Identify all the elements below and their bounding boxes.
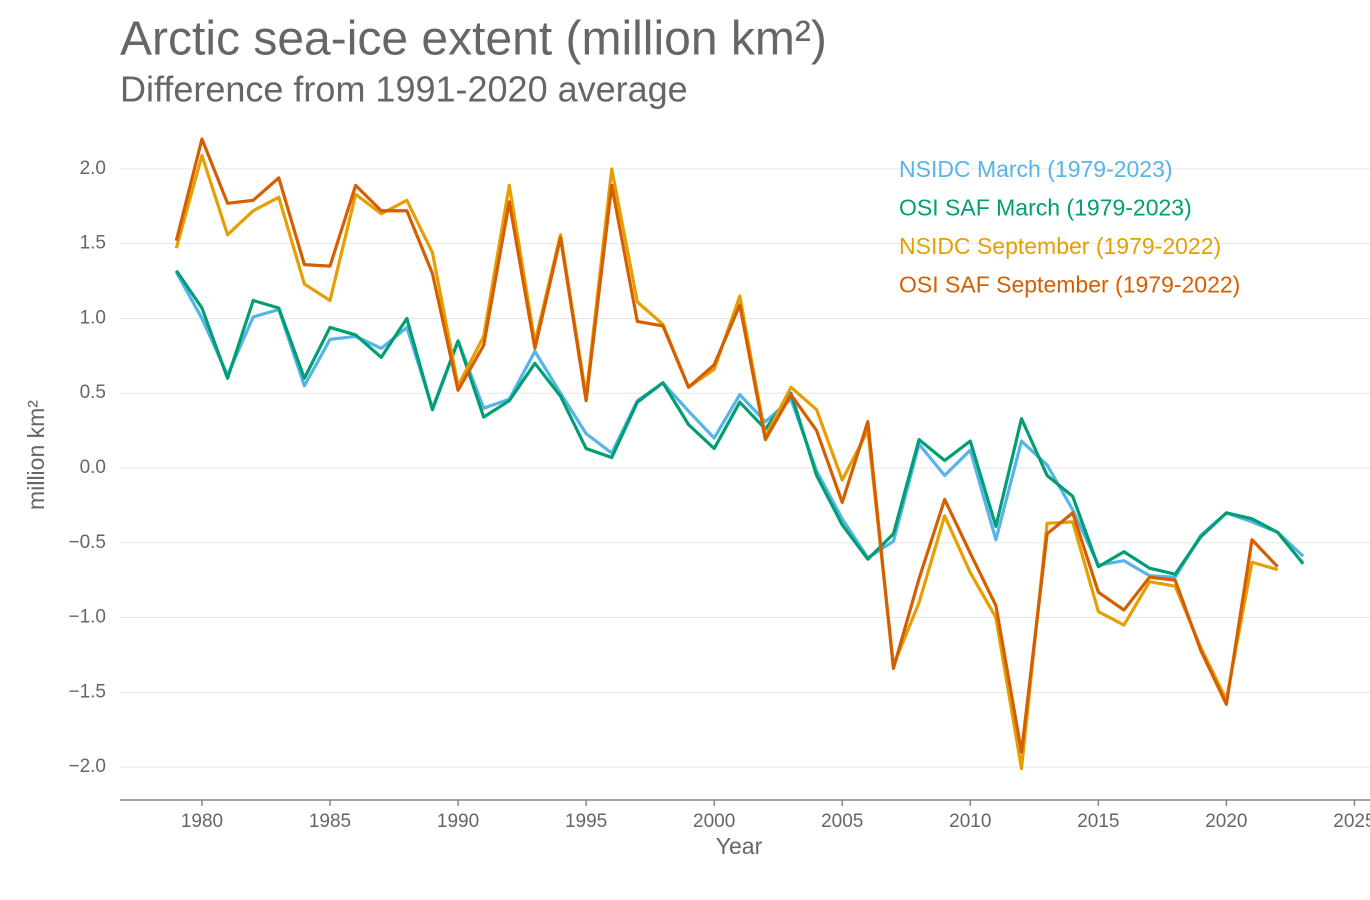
x-tick-label: 1990 (437, 811, 479, 832)
x-tick-label: 2025 (1333, 811, 1370, 832)
x-tick-label: 2010 (949, 811, 991, 832)
y-tick-label: −1.0 (68, 607, 106, 628)
y-tick-label: −1.5 (68, 681, 106, 702)
y-tick-label: 0.5 (80, 382, 106, 403)
x-tick-label: 2005 (821, 811, 863, 832)
y-tick-label: 0.0 (80, 457, 106, 478)
y-axis-label: million km² (23, 400, 49, 510)
x-tick-label: 2015 (1077, 811, 1119, 832)
y-tick-label: −2.0 (68, 756, 106, 777)
series-line (174, 137, 1279, 754)
chart-title: Arctic sea-ice extent (million km²) (120, 13, 827, 66)
chart-subtitle: Difference from 1991-2020 average (120, 69, 688, 110)
series-line (175, 269, 1305, 576)
legend-entry: OSI SAF September (1979-2022) (899, 272, 1240, 298)
legend-entry: NSIDC September (1979-2022) (899, 233, 1221, 259)
x-tick-label: 2000 (693, 811, 735, 832)
y-tick-label: −0.5 (68, 532, 106, 553)
x-axis-label: Year (716, 833, 763, 859)
legend-entry: OSI SAF March (1979-2023) (899, 195, 1192, 221)
legend-entry: NSIDC March (1979-2023) (899, 156, 1173, 182)
y-tick-label: 1.0 (80, 307, 106, 328)
x-tick-label: 1980 (181, 811, 223, 832)
x-tick-label: 1995 (565, 811, 607, 832)
series-line (174, 271, 1305, 579)
y-tick-label: 2.0 (80, 158, 106, 179)
x-tick-label: 1985 (309, 811, 351, 832)
y-tick-label: 1.5 (80, 233, 106, 254)
x-tick-label: 2020 (1205, 811, 1247, 832)
